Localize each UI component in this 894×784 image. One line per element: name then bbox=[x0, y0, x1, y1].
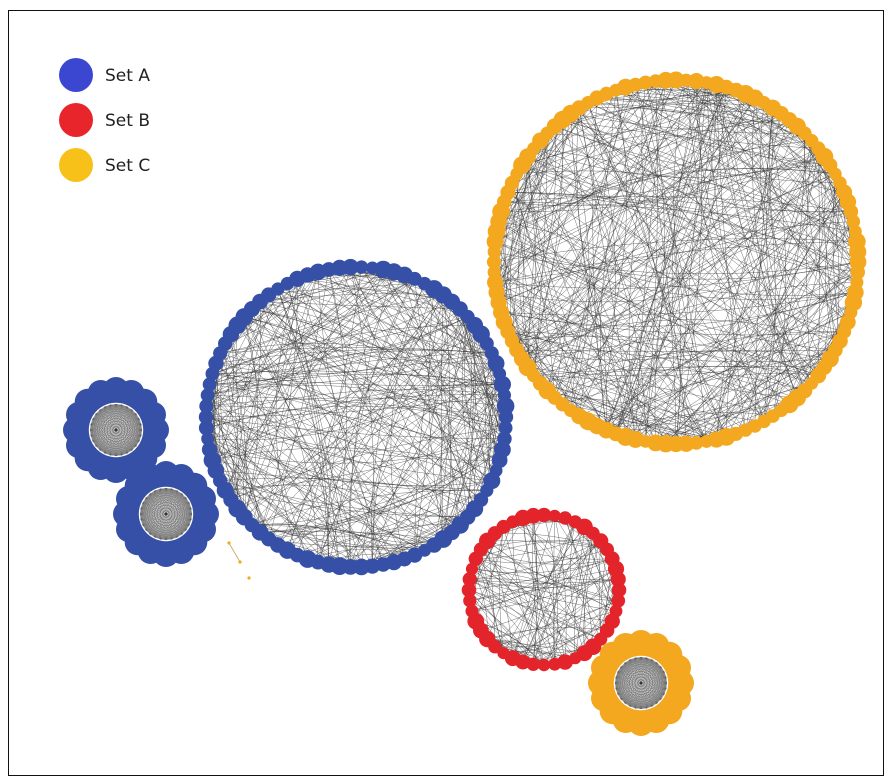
figure-frame bbox=[8, 10, 884, 776]
legend-swatch-set-c bbox=[59, 148, 93, 182]
set-a-large-ring-node bbox=[496, 397, 515, 415]
nodes-layer bbox=[63, 71, 867, 736]
set-c-flower bbox=[588, 630, 694, 736]
set-b-ring-node bbox=[558, 511, 572, 525]
set-c-large-ring-node bbox=[688, 73, 705, 90]
set-b-ring-node bbox=[548, 657, 562, 671]
set-c-large-ring-node bbox=[647, 434, 664, 452]
legend-swatch-set-a bbox=[59, 58, 93, 92]
set-b-ring-node bbox=[610, 571, 626, 587]
set-b-ring bbox=[461, 507, 627, 672]
set-c-small-link-edge bbox=[228, 542, 241, 563]
legend-swatch-set-b bbox=[59, 103, 93, 137]
set-b-ring-node bbox=[537, 658, 551, 672]
set-b-ring-node bbox=[611, 582, 627, 598]
set-c-flower-center bbox=[639, 681, 643, 685]
set-a-large-ring-node bbox=[200, 388, 215, 403]
set-b-ring-node bbox=[611, 593, 626, 608]
set-a-large-ring-node bbox=[491, 452, 508, 469]
legend-label-set-a: Set A bbox=[105, 66, 150, 86]
set-c-large-ring-node bbox=[638, 75, 653, 90]
set-c-large-ring-node bbox=[486, 254, 502, 270]
set-c-large-ring bbox=[486, 71, 867, 453]
legend-label-set-b: Set B bbox=[105, 111, 150, 131]
set-a-flower-1 bbox=[63, 377, 169, 483]
set-c-large-ring-node bbox=[700, 434, 713, 448]
set-c-small-link-node bbox=[227, 541, 231, 545]
set-a-flower-1-center bbox=[114, 428, 118, 432]
set-a-large-ring-node bbox=[498, 421, 513, 435]
set-c-large-ring-node bbox=[846, 214, 861, 229]
set-c-flower-edges bbox=[615, 657, 667, 709]
set-a-large-ring-node bbox=[201, 441, 218, 458]
legend-item-set-c: Set C bbox=[59, 148, 150, 182]
legend: Set A Set B Set C bbox=[59, 58, 150, 182]
set-a-large-ring-node bbox=[353, 558, 370, 576]
set-b-ring-node bbox=[461, 582, 477, 598]
set-a-large-ring bbox=[198, 258, 515, 576]
set-a-large-ring-node bbox=[198, 409, 214, 425]
set-a-flower-2-edges bbox=[140, 488, 192, 540]
set-c-small-link bbox=[227, 541, 251, 580]
legend-label-set-c: Set C bbox=[105, 156, 150, 176]
set-b-ring-node bbox=[548, 509, 561, 522]
set-a-large-ring-node bbox=[198, 420, 214, 436]
set-a-flower-1-edges bbox=[90, 404, 142, 456]
legend-item-set-a: Set A bbox=[59, 58, 150, 92]
set-c-small-link-node bbox=[238, 560, 242, 564]
set-c-large-ring-node bbox=[849, 243, 867, 261]
set-c-small-link-node bbox=[247, 576, 251, 580]
set-b-ring-node bbox=[525, 507, 542, 524]
set-b-ring-node bbox=[557, 654, 573, 670]
set-a-flower-2-center bbox=[164, 512, 168, 516]
legend-item-set-b: Set B bbox=[59, 103, 150, 137]
set-a-large-ring-node bbox=[342, 258, 359, 276]
set-a-large-ring-node bbox=[354, 260, 369, 274]
set-a-flower-2 bbox=[113, 461, 219, 567]
set-b-ring-node bbox=[462, 572, 477, 587]
set-c-large-ring-node bbox=[487, 274, 504, 291]
set-c-large-ring-node bbox=[850, 264, 865, 280]
set-b-ring-node bbox=[465, 604, 479, 618]
set-b-ring-node bbox=[536, 507, 552, 523]
set-a-large-ring-node bbox=[493, 375, 511, 393]
set-c-large-ring-node bbox=[487, 265, 501, 279]
set-a-large-ring-edges bbox=[203, 265, 508, 568]
set-a-large-ring-node bbox=[202, 377, 217, 392]
set-c-large-ring-node bbox=[667, 71, 685, 89]
set-a-large-ring-node bbox=[199, 399, 214, 414]
edges-layer bbox=[203, 79, 859, 666]
set-b-ring-node bbox=[463, 594, 477, 608]
set-a-large-ring-node bbox=[201, 432, 215, 446]
